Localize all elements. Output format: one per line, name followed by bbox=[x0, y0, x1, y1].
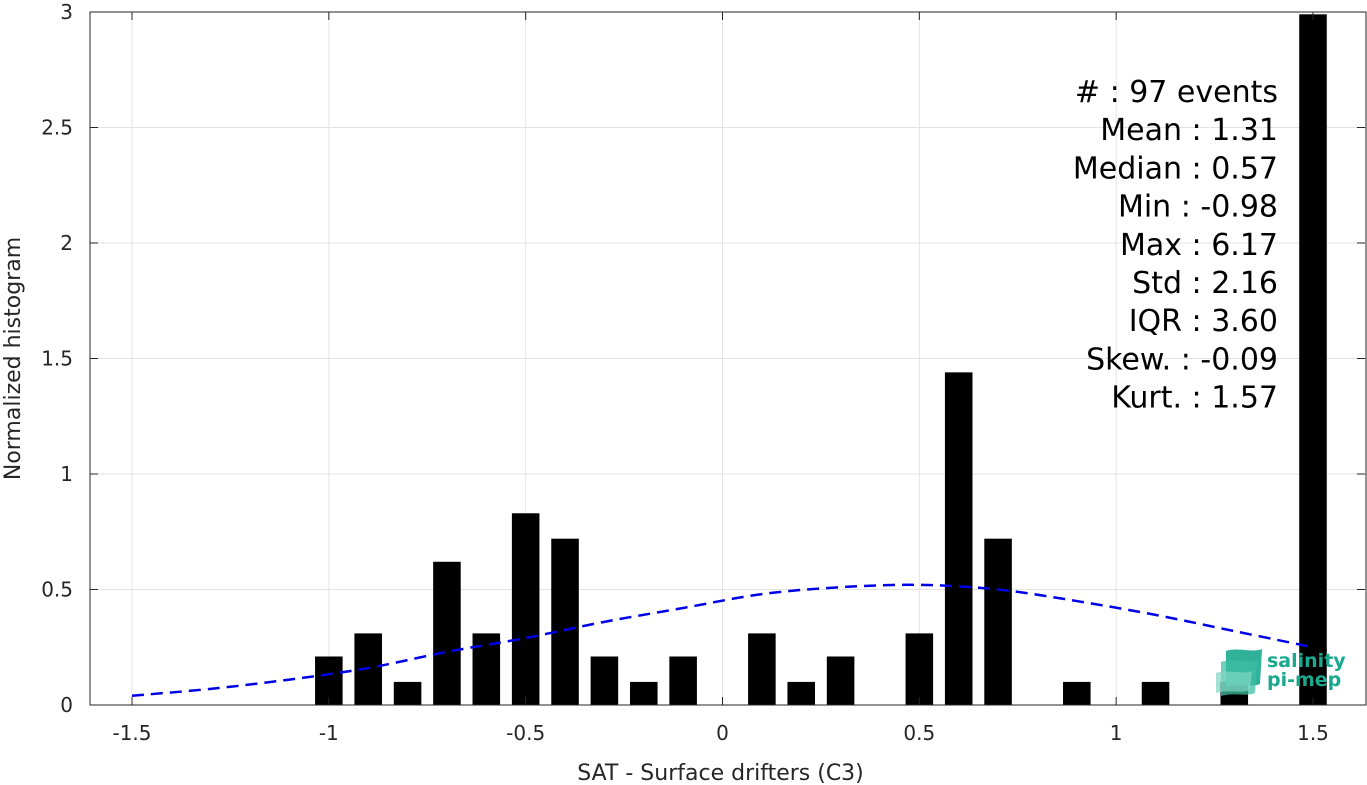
histogram-bar bbox=[826, 656, 855, 705]
stats-line: Max : 6.17 bbox=[1120, 228, 1278, 263]
histogram-bar bbox=[1299, 14, 1327, 706]
x-tick-label: 1 bbox=[1110, 721, 1123, 745]
stats-line: Std : 2.16 bbox=[1132, 266, 1278, 301]
histogram-bar bbox=[1141, 681, 1170, 705]
logo-waves-icon bbox=[1216, 649, 1262, 696]
salinity-pi-mep-logo: salinity pi-mep bbox=[1216, 649, 1346, 696]
y-axis-label: Normalized histogram bbox=[1, 237, 26, 480]
histogram-bar bbox=[944, 372, 973, 705]
histogram-bars bbox=[315, 14, 1327, 706]
y-tick-label: 2.5 bbox=[41, 116, 73, 140]
fit-curve bbox=[131, 583, 1314, 698]
y-tick-label: 3 bbox=[60, 0, 73, 24]
stats-line: Mean : 1.31 bbox=[1100, 113, 1278, 148]
y-tick-label: 1 bbox=[60, 462, 73, 486]
x-tick-label: -1 bbox=[319, 721, 339, 745]
histogram-bar bbox=[905, 633, 934, 705]
y-tick-label: 0.5 bbox=[41, 578, 73, 602]
histogram-bar bbox=[1063, 681, 1091, 705]
x-tick-label: -0.5 bbox=[506, 721, 545, 745]
histogram-bar bbox=[511, 513, 540, 705]
y-tick-label: 2 bbox=[60, 231, 73, 255]
histogram-bar bbox=[393, 681, 422, 705]
stats-line: IQR : 3.60 bbox=[1129, 304, 1278, 339]
x-tick-label: 1.5 bbox=[1297, 721, 1329, 745]
stats-line: # : 97 events bbox=[1075, 75, 1278, 110]
tick-labels: -1.5 -1 -0.5 0 0.5 1 1.5 0 0.5 1 1.5 2 2.5 3 bbox=[41, 0, 1365, 745]
histogram-bar bbox=[787, 681, 816, 705]
histogram-bar bbox=[984, 538, 1012, 705]
histogram-bar bbox=[629, 681, 658, 705]
histogram-bar bbox=[669, 656, 697, 705]
histogram-bar bbox=[433, 561, 461, 705]
stats-line: Skew. : -0.09 bbox=[1086, 342, 1278, 377]
x-tick-label: 0.5 bbox=[903, 721, 935, 745]
histogram-bar bbox=[315, 656, 343, 705]
x-tick-label: -1.5 bbox=[112, 721, 151, 745]
y-tick-label: 0 bbox=[60, 693, 73, 717]
logo-text-salinity: salinity bbox=[1267, 650, 1346, 672]
stats-line: Min : -0.98 bbox=[1118, 190, 1278, 225]
histogram-bar bbox=[551, 538, 579, 705]
histogram-bar bbox=[590, 656, 619, 705]
x-tick-label: 0 bbox=[716, 721, 729, 745]
stats-line: Median : 0.57 bbox=[1073, 151, 1278, 186]
fit-curve-group bbox=[131, 583, 1314, 698]
logo-text-pi-mep: pi-mep bbox=[1267, 669, 1341, 691]
y-tick-label: 1.5 bbox=[41, 347, 73, 371]
x-axis-label: SAT - Surface drifters (C3) bbox=[577, 761, 864, 785]
stats-line: Kurt. : 1.57 bbox=[1111, 381, 1278, 416]
histogram-bar bbox=[748, 633, 776, 705]
